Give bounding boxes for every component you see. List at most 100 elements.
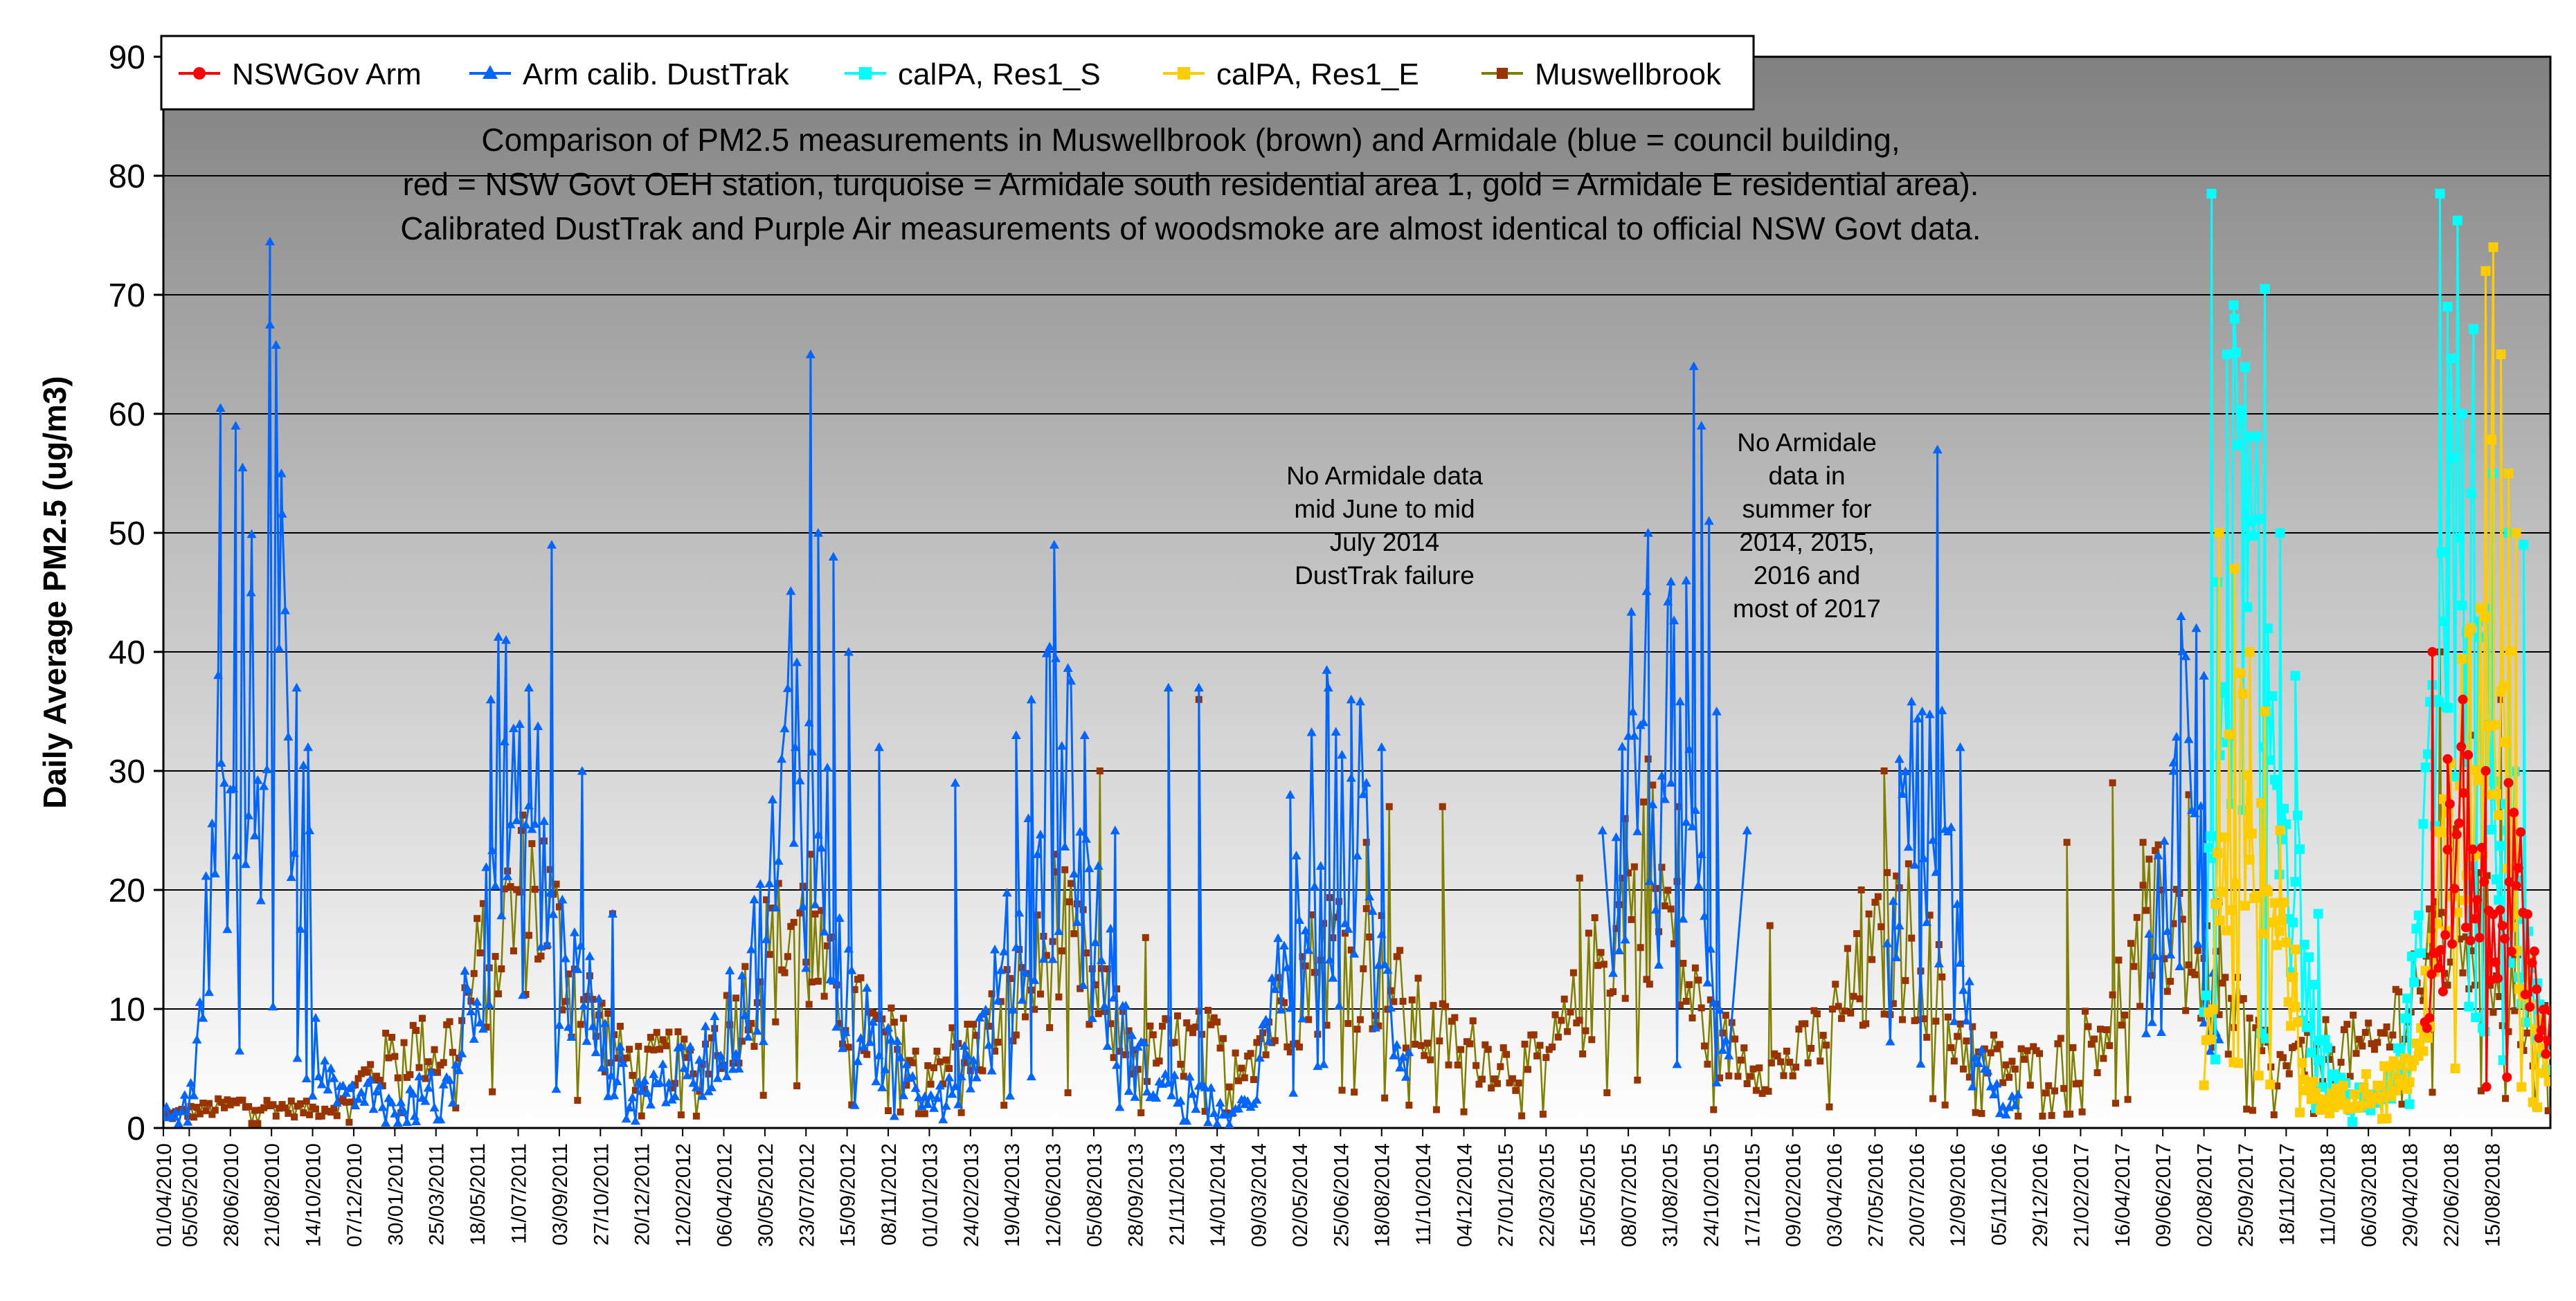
- data-point: [2381, 1113, 2392, 1124]
- data-point: [2008, 1057, 2016, 1065]
- data-point: [848, 1101, 856, 1109]
- data-point: [1945, 1013, 1952, 1021]
- data-point: [676, 1041, 686, 1050]
- x-tick-label: 08/11/2012: [878, 1143, 901, 1246]
- data-point: [1253, 1039, 1261, 1046]
- data-point: [807, 850, 814, 858]
- data-point: [2334, 1090, 2344, 1100]
- data-point: [743, 1032, 753, 1041]
- data-point: [2454, 818, 2465, 828]
- data-point: [612, 1076, 622, 1086]
- data-point: [1427, 1056, 1434, 1064]
- data-point: [2015, 1112, 2022, 1120]
- data-point: [2467, 844, 2478, 855]
- data-point: [2127, 940, 2134, 947]
- data-point: [1941, 1101, 1949, 1109]
- data-point: [1038, 954, 1049, 963]
- data-point: [1902, 976, 1909, 984]
- x-tick-label: 18/11/2017: [2276, 1143, 2298, 1246]
- data-point: [512, 815, 522, 824]
- data-point: [2442, 754, 2453, 764]
- y-tick-label: 0: [127, 1111, 145, 1147]
- data-point: [2024, 1047, 2031, 1055]
- data-point: [1108, 992, 1119, 1002]
- data-point: [929, 1103, 939, 1112]
- x-tick-label: 24/02/2013: [960, 1143, 983, 1247]
- data-point: [2242, 770, 2253, 780]
- data-point: [2267, 691, 2278, 701]
- data-point: [559, 1006, 566, 1014]
- data-point: [1938, 973, 1946, 981]
- data-point: [2511, 880, 2521, 891]
- data-point: [1576, 1017, 1583, 1024]
- data-point: [2106, 1041, 2114, 1049]
- data-point: [1254, 1053, 1265, 1062]
- data-point: [1612, 925, 1620, 932]
- data-point: [2383, 1023, 2390, 1030]
- data-point: [1664, 886, 1672, 894]
- data-point: [2503, 778, 2514, 788]
- data-point: [368, 1104, 379, 1113]
- data-point: [1877, 923, 1885, 931]
- data-point: [1828, 1006, 1836, 1013]
- data-point: [371, 1086, 381, 1095]
- data-point: [843, 943, 854, 953]
- data-point: [1328, 972, 1338, 982]
- x-tick-label: 25/06/2014: [1330, 1143, 1353, 1247]
- data-point: [2091, 1035, 2098, 1043]
- data-point: [1139, 1037, 1149, 1046]
- data-point: [1034, 911, 1041, 919]
- data-point: [2228, 994, 2235, 1002]
- data-point: [1880, 767, 1888, 774]
- data-point: [231, 850, 242, 859]
- data-point: [1115, 1102, 1125, 1111]
- data-point: [1380, 959, 1390, 969]
- data-point: [435, 1114, 446, 1124]
- data-point: [2465, 936, 2476, 946]
- data-point: [287, 1098, 295, 1105]
- data-point: [2487, 435, 2497, 445]
- data-point: [402, 1117, 412, 1126]
- data-point: [173, 1118, 183, 1127]
- data-point: [1737, 1056, 1745, 1064]
- data-point: [1576, 874, 1583, 882]
- legend-marker: [193, 67, 206, 80]
- data-point: [1634, 1076, 1641, 1084]
- data-point: [2115, 956, 2123, 964]
- data-point: [1700, 911, 1710, 920]
- data-point: [2260, 707, 2270, 716]
- data-point: [2458, 694, 2468, 704]
- data-point: [1808, 1044, 1815, 1052]
- data-point: [2142, 907, 2150, 914]
- data-point: [1124, 1086, 1134, 1095]
- data-point: [199, 1100, 207, 1107]
- data-point: [298, 760, 309, 770]
- data-point: [2210, 1055, 2221, 1065]
- legend-label: Arm calib. DustTrak: [523, 57, 790, 91]
- data-point: [772, 1018, 780, 1026]
- data-point: [664, 1077, 674, 1087]
- data-point: [363, 1068, 371, 1076]
- data-point: [1512, 1086, 1520, 1094]
- x-tick-label: 01/01/2013: [919, 1143, 942, 1247]
- data-point: [909, 1059, 917, 1066]
- data-point: [561, 998, 569, 1006]
- data-point: [719, 1059, 729, 1069]
- data-point: [1125, 1027, 1133, 1035]
- data-point: [253, 775, 263, 784]
- data-point: [2489, 776, 2499, 786]
- data-point: [985, 1022, 993, 1030]
- data-point: [1163, 682, 1173, 692]
- data-point: [429, 1102, 440, 1112]
- data-point: [1022, 1013, 1029, 1021]
- data-point: [883, 1023, 894, 1032]
- data-point: [1032, 849, 1043, 859]
- data-point: [1288, 1088, 1299, 1097]
- data-point: [1046, 1023, 1054, 1031]
- data-point: [2204, 843, 2214, 853]
- data-point: [2304, 1028, 2312, 1036]
- data-point: [523, 682, 534, 692]
- data-point: [1617, 741, 1628, 751]
- data-point: [1701, 1042, 1709, 1050]
- data-point: [723, 992, 730, 999]
